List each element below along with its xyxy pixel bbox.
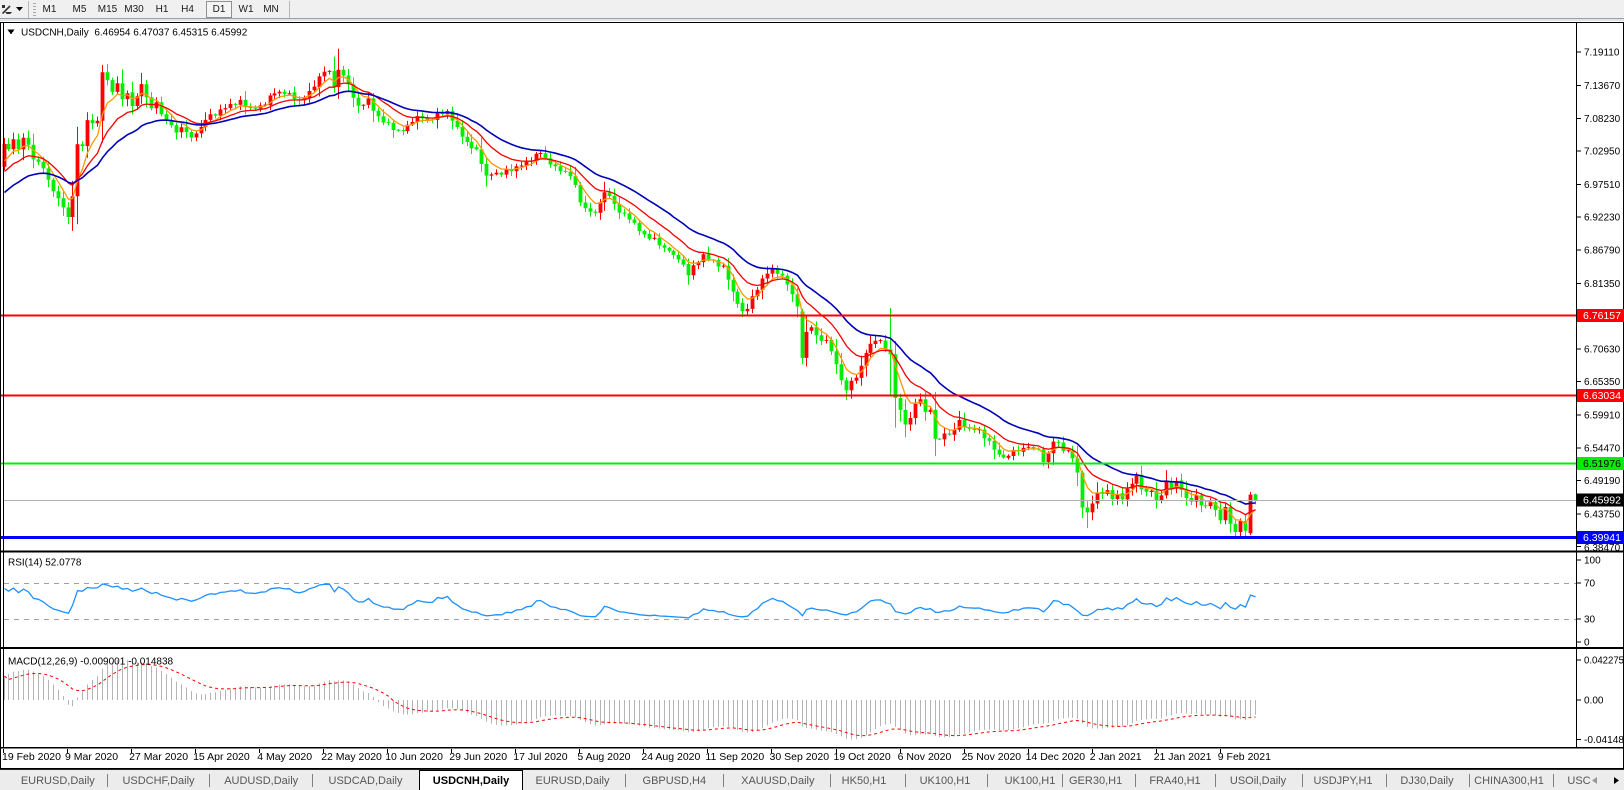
svg-text:0.00: 0.00 [1584, 696, 1604, 707]
svg-text:15 Apr 2020: 15 Apr 2020 [193, 751, 250, 763]
svg-text:7.19110: 7.19110 [1584, 48, 1620, 59]
svg-text:14 Dec 2020: 14 Dec 2020 [1026, 751, 1086, 763]
svg-text:7.02950: 7.02950 [1584, 147, 1621, 158]
svg-text:19 Oct 2020: 19 Oct 2020 [834, 751, 891, 763]
svg-text:6.70630: 6.70630 [1584, 345, 1621, 356]
svg-text:10 Jun 2020: 10 Jun 2020 [385, 751, 443, 763]
svg-text:5 Aug 2020: 5 Aug 2020 [577, 751, 630, 763]
svg-text:6.43750: 6.43750 [1584, 510, 1621, 521]
svg-text:0: 0 [1584, 638, 1590, 649]
svg-text:0.042275: 0.042275 [1584, 656, 1624, 667]
svg-text:22 May 2020: 22 May 2020 [321, 751, 382, 763]
svg-text:25 Nov 2020: 25 Nov 2020 [962, 751, 1022, 763]
svg-text:6.38470: 6.38470 [1584, 543, 1621, 554]
svg-text:17 Jul 2020: 17 Jul 2020 [513, 751, 567, 763]
svg-text:6.51976: 6.51976 [1583, 458, 1621, 470]
svg-text:27 Mar 2020: 27 Mar 2020 [129, 751, 188, 763]
svg-text:6.81350: 6.81350 [1584, 279, 1621, 290]
svg-text:24 Aug 2020: 24 Aug 2020 [641, 751, 700, 763]
svg-text:30 Sep 2020: 30 Sep 2020 [770, 751, 830, 763]
svg-text:RSI(14) 52.0778: RSI(14) 52.0778 [8, 558, 82, 569]
svg-text:6.59910: 6.59910 [1584, 410, 1621, 421]
svg-text:9 Feb 2021: 9 Feb 2021 [1218, 751, 1271, 763]
svg-text:9 Mar 2020: 9 Mar 2020 [65, 751, 118, 763]
svg-text:11 Sep 2020: 11 Sep 2020 [705, 751, 764, 763]
svg-text:70: 70 [1584, 579, 1596, 590]
svg-text:29 Jun 2020: 29 Jun 2020 [449, 751, 507, 763]
svg-text:6.49190: 6.49190 [1584, 476, 1621, 487]
svg-text:100: 100 [1584, 556, 1601, 567]
svg-text:19 Feb 2020: 19 Feb 2020 [2, 751, 61, 763]
svg-text:6 Nov 2020: 6 Nov 2020 [898, 751, 952, 763]
svg-text:30: 30 [1584, 615, 1596, 626]
svg-text:2 Jan 2021: 2 Jan 2021 [1090, 751, 1142, 763]
svg-text:6.65350: 6.65350 [1584, 377, 1621, 388]
svg-text:6.54470: 6.54470 [1584, 444, 1621, 455]
svg-text:6.63034: 6.63034 [1583, 390, 1621, 402]
svg-text:6.39941: 6.39941 [1583, 532, 1621, 544]
svg-text:MACD(12,26,9) -0.009001 -0.014: MACD(12,26,9) -0.009001 -0.014838 [8, 657, 174, 668]
svg-text:6.92230: 6.92230 [1584, 212, 1621, 223]
svg-text:6.97510: 6.97510 [1584, 180, 1621, 191]
svg-text:-0.04148: -0.04148 [1584, 735, 1624, 746]
svg-text:6.76157: 6.76157 [1583, 310, 1621, 322]
svg-text:4 May 2020: 4 May 2020 [257, 751, 312, 763]
svg-text:7.08230: 7.08230 [1584, 114, 1621, 125]
svg-text:6.45992: 6.45992 [1583, 495, 1621, 507]
svg-text:6.86790: 6.86790 [1584, 246, 1621, 257]
svg-text:7.13670: 7.13670 [1584, 81, 1621, 92]
svg-text:21 Jan 2021: 21 Jan 2021 [1154, 751, 1212, 763]
svg-text:USDCNH,Daily 6.46954 6.47037: USDCNH,Daily 6.46954 6.47037 6.45315 6.4… [21, 28, 248, 39]
